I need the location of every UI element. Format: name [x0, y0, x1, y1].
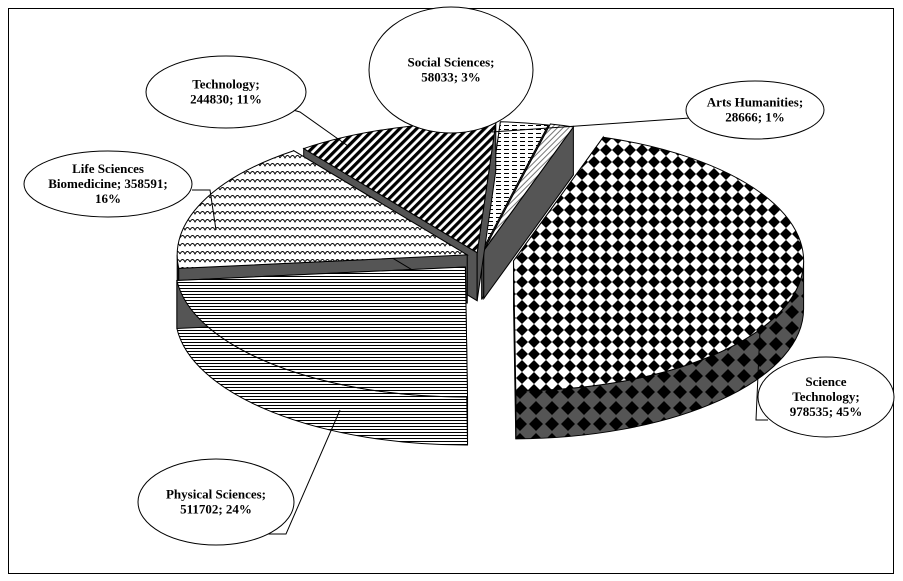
label-text: 244830; 11% [190, 92, 262, 107]
slice-top [483, 123, 575, 251]
slice-top [481, 121, 550, 252]
label-text: Technology; [192, 77, 259, 92]
label-bubble [23, 150, 193, 218]
label-text: 511702; 24% [180, 502, 252, 517]
label-text: 16% [95, 191, 121, 206]
data-label-arts-humanities: Arts Humanities;28666; 1% [685, 80, 825, 140]
leader-line-life-sciences-biomedicine [192, 189, 217, 231]
label-text: Arts Humanities; [707, 95, 803, 110]
pie-slice-science-technology [513, 135, 805, 440]
label-text: 978535; 45% [790, 404, 863, 419]
label-bubble [757, 356, 895, 438]
data-label-physical-sciences: Physical Sciences;511702; 24% [137, 458, 295, 546]
label-text: Technology; [792, 389, 859, 404]
label-text: 58033; 3% [421, 70, 481, 85]
pie-slice-physical-sciences [176, 266, 469, 446]
label-bubble [368, 6, 534, 134]
data-label-social-sciences: Social Sciences;58033; 3% [368, 6, 534, 134]
label-text: Social Sciences; [407, 55, 494, 70]
label-text: Life Sciences [72, 161, 144, 176]
label-bubble [685, 80, 825, 140]
leader-line-arts-humanities [491, 117, 691, 133]
label-text: 28666; 1% [725, 110, 785, 125]
leader-line-science-technology [755, 329, 768, 421]
label-bubble [137, 458, 295, 546]
data-label-technology: Technology;244830; 11% [145, 55, 307, 129]
slice-top [176, 266, 469, 398]
slice-top [176, 150, 469, 269]
label-text: Science [805, 374, 846, 389]
pie-slice-arts-humanities [483, 123, 575, 301]
label-bubble [145, 55, 307, 129]
label-text: Biomedicine; 358591; [48, 176, 168, 191]
slice-top [513, 136, 805, 392]
leader-line-physical-sciences [262, 409, 341, 535]
label-text: Physical Sciences; [166, 487, 266, 502]
